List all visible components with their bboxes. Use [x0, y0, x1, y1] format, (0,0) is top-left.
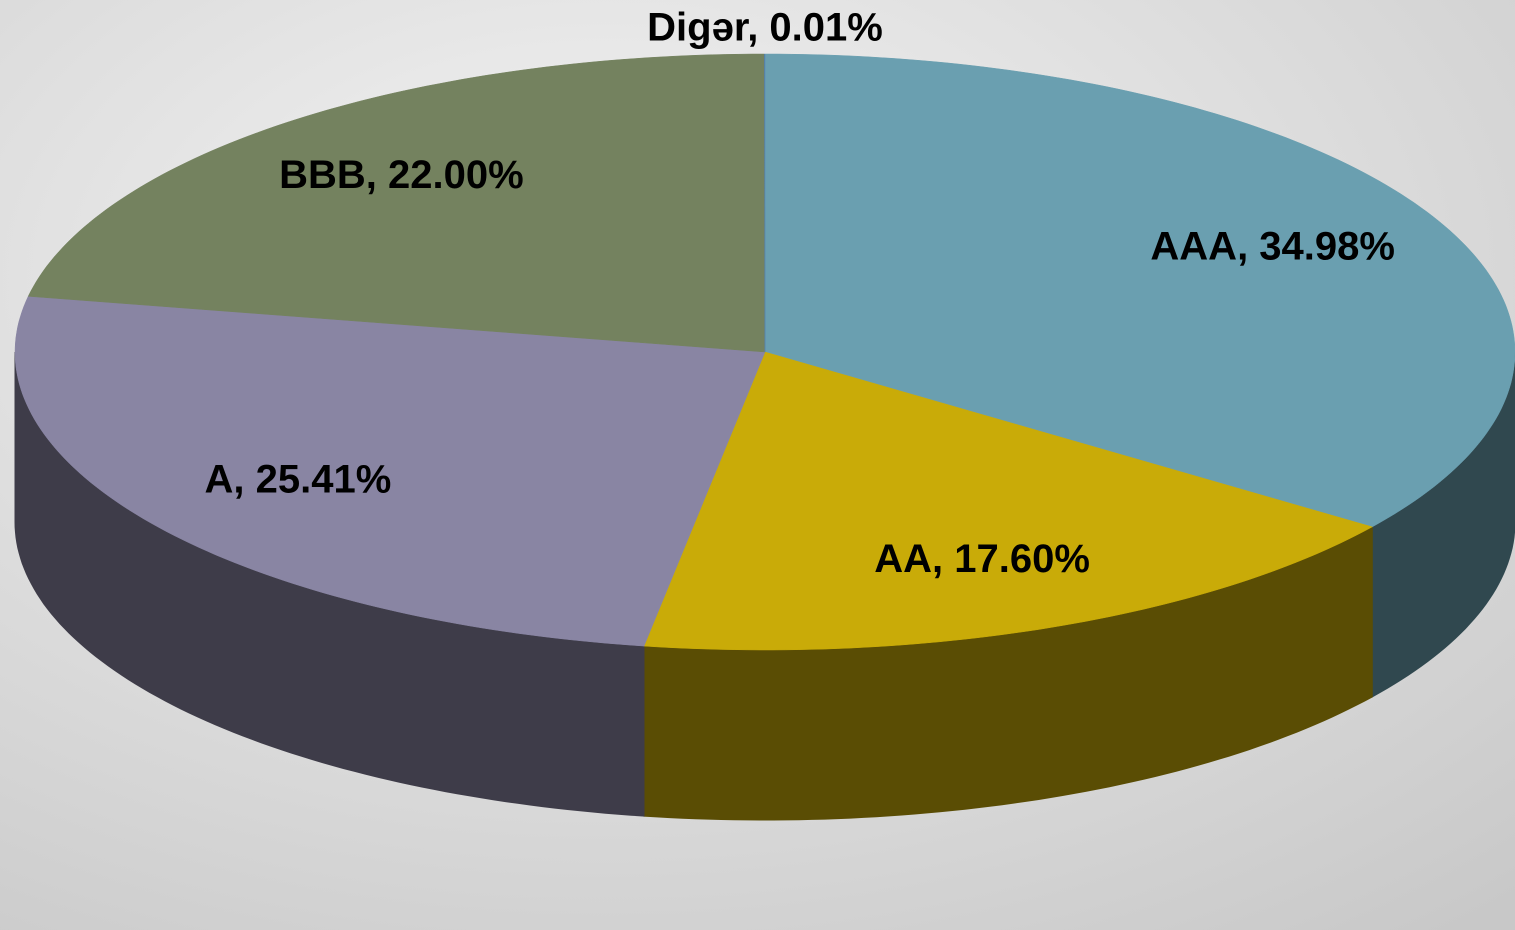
pie-labels: AAA, 34.98% AA, 17.60% A, 25.41% BBB, 22.00…: [205, 6, 1395, 581]
data-label: BBB, 22.00%: [279, 153, 524, 197]
pie-slice: [764, 53, 1515, 528]
pie-slice: [14, 296, 766, 647]
pie-slice: [27, 53, 766, 353]
pie-sides: [14, 351, 1515, 821]
pie-slice: [764, 53, 766, 353]
data-label: AAA, 34.98%: [1150, 225, 1395, 269]
data-label: Digər, 0.01%: [647, 6, 883, 50]
data-label: A, 25.41%: [205, 457, 392, 501]
pie-tops: [14, 53, 1515, 651]
data-label: AA, 17.60%: [874, 537, 1090, 581]
pie-slice: [643, 351, 1373, 651]
